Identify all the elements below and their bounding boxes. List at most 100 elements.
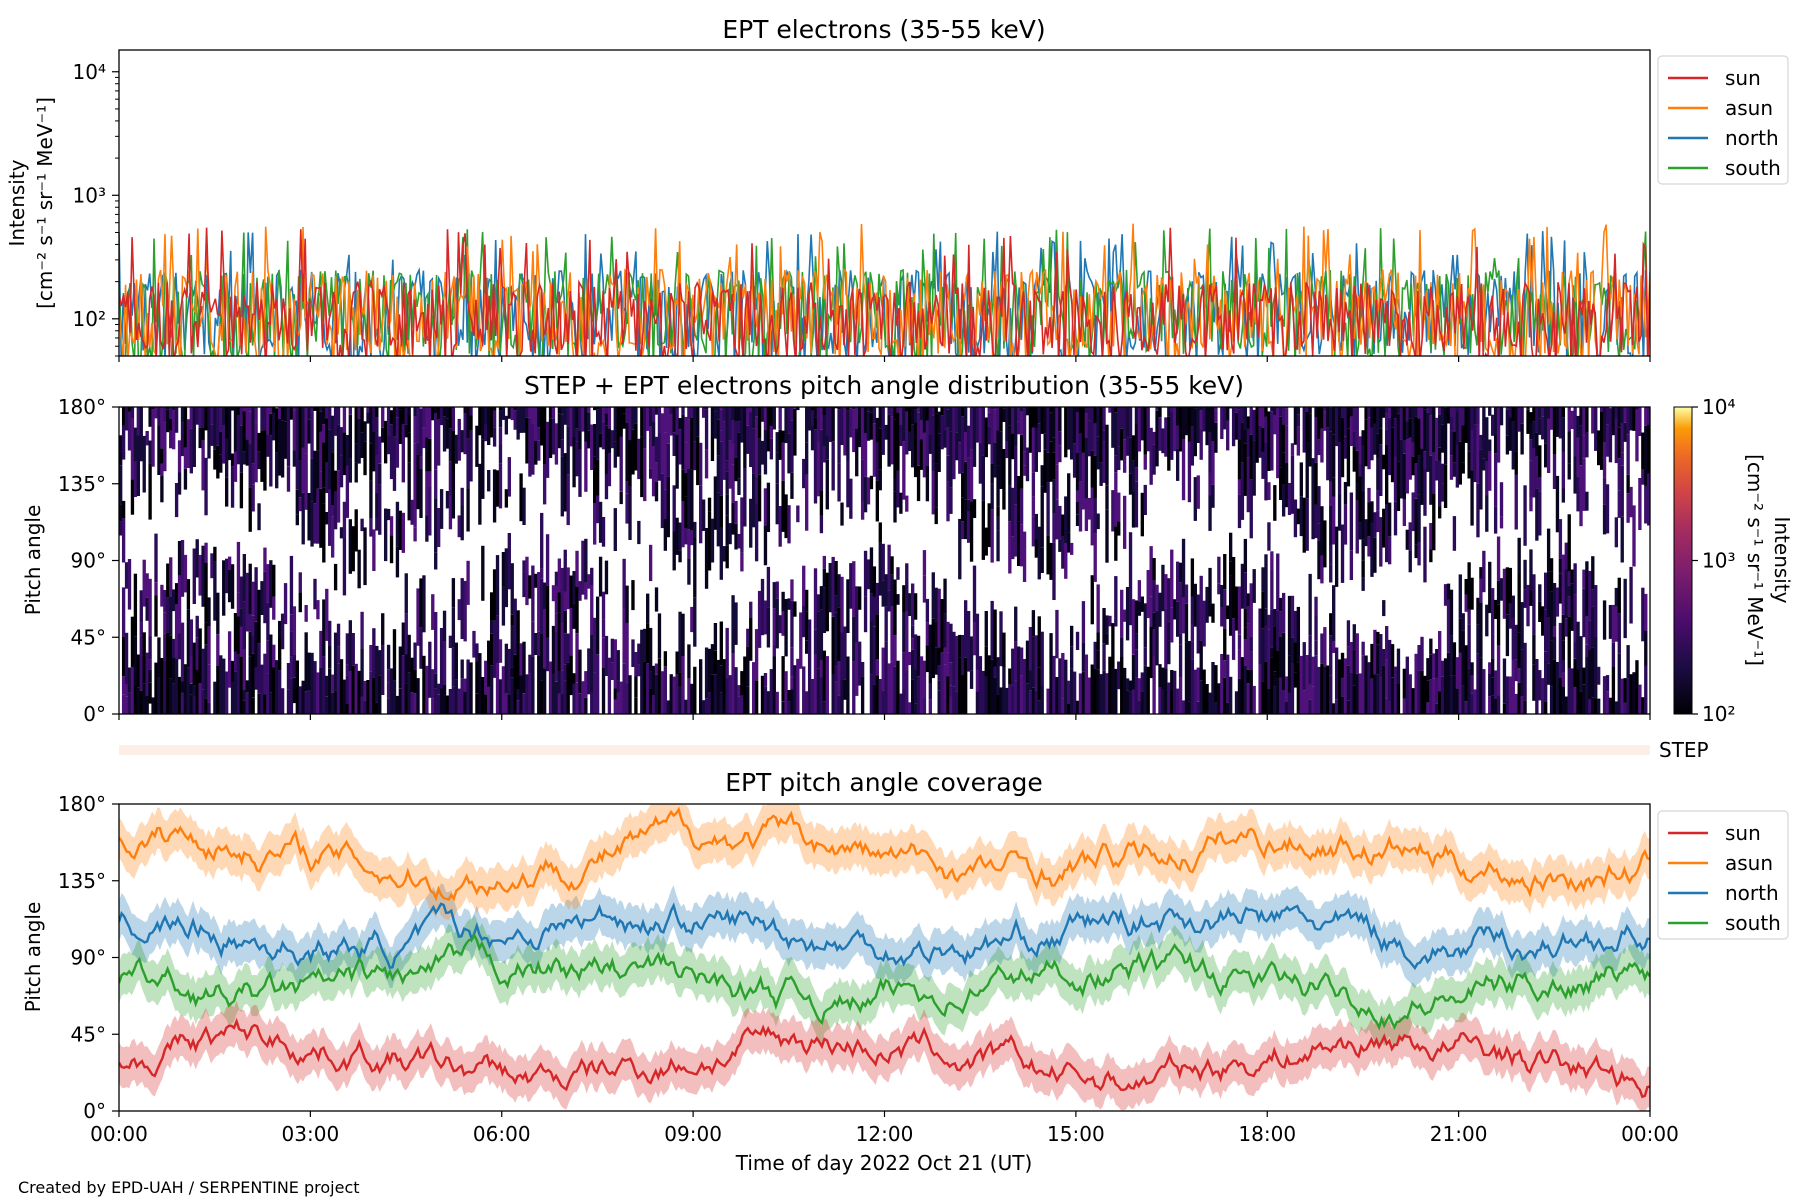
heatmap-cell	[1067, 532, 1071, 553]
heatmap-cell	[1152, 629, 1156, 657]
heatmap-cell	[1296, 414, 1301, 427]
heatmap-cell	[651, 421, 656, 446]
heatmap-cell	[1332, 477, 1336, 497]
heatmap-cell	[492, 410, 497, 428]
heatmap-cell	[822, 568, 827, 588]
heatmap-cell	[442, 407, 447, 417]
heatmap-cell	[207, 407, 211, 459]
heatmap-cell	[637, 643, 641, 665]
heatmap-cell	[913, 634, 918, 670]
heatmap-cell	[1149, 596, 1153, 627]
heatmap-cell	[1417, 407, 1421, 419]
heatmap-cell	[1343, 504, 1348, 545]
heatmap-cell	[1173, 599, 1177, 620]
heatmap-cell	[1022, 407, 1027, 452]
heatmap-cell	[1367, 536, 1371, 557]
heatmap-cell	[1399, 407, 1404, 440]
heatmap-cell	[908, 702, 912, 714]
heatmap-cell	[336, 663, 341, 714]
heatmap-cell	[416, 454, 420, 510]
heatmap-cell	[1423, 409, 1427, 452]
heatmap-cell	[716, 455, 721, 473]
heatmap-cell	[566, 407, 570, 427]
heatmap-cell	[1067, 680, 1071, 704]
heatmap-cell	[1358, 673, 1362, 714]
heatmap-cell	[1211, 484, 1215, 508]
heatmap-cell	[1281, 632, 1286, 690]
heatmap-cell	[1096, 669, 1100, 714]
heatmap-cell	[1273, 626, 1277, 648]
heatmap-cell	[1267, 522, 1271, 551]
heatmap-cell	[678, 686, 682, 714]
heatmap-cell	[407, 634, 411, 673]
heatmap-cell	[734, 667, 738, 714]
heatmap-cell	[1064, 543, 1068, 579]
heatmap-cell	[766, 566, 771, 608]
heatmap-cell	[911, 424, 915, 468]
heatmap-cell	[1602, 477, 1607, 505]
heatmap-cell	[537, 632, 541, 656]
heatmap-cell	[272, 596, 276, 620]
heatmap-cell	[1334, 407, 1339, 447]
heatmap-cell	[1217, 683, 1221, 714]
heatmap-cell	[404, 613, 408, 655]
panel1-series	[119, 223, 1650, 356]
heatmap-cell	[704, 698, 709, 714]
heatmap-cell	[775, 483, 779, 525]
heatmap-cell	[216, 634, 220, 666]
panel2-heatmap	[119, 407, 1650, 714]
heatmap-cell	[1591, 606, 1595, 648]
heatmap-cell	[425, 515, 429, 542]
heatmap-cell	[328, 429, 332, 490]
heatmap-cell	[1411, 442, 1415, 457]
heatmap-cell	[236, 407, 241, 416]
heatmap-cell	[675, 651, 679, 675]
heatmap-cell	[1526, 596, 1530, 627]
heatmap-cell	[148, 463, 152, 520]
heatmap-cell	[369, 443, 373, 481]
heatmap-cell	[710, 518, 715, 563]
heatmap-cell	[1131, 654, 1136, 690]
heatmap-cell	[307, 493, 311, 541]
heatmap-cell	[1046, 407, 1050, 453]
heatmap-cell	[451, 578, 456, 608]
heatmap-cell	[802, 666, 806, 714]
heatmap-cell	[1482, 669, 1486, 685]
heatmap-cell	[1582, 435, 1586, 459]
heatmap-cell	[1429, 638, 1433, 655]
heatmap-cell	[831, 674, 835, 714]
heatmap-cell	[710, 407, 715, 437]
heatmap-cell	[1167, 682, 1171, 714]
heatmap-cell	[805, 640, 809, 654]
heatmap-cell	[616, 407, 620, 457]
heatmap-cell	[1544, 651, 1548, 702]
heatmap-cell	[1078, 433, 1083, 482]
heatmap-cell	[731, 420, 735, 444]
heatmap-cell	[148, 669, 152, 683]
heatmap-cell	[981, 500, 985, 560]
heatmap-cell	[975, 613, 980, 670]
heatmap-cell	[292, 407, 297, 411]
heatmap-cell	[1376, 644, 1380, 675]
heatmap-cell	[1323, 666, 1327, 714]
heatmap-cell	[198, 407, 202, 428]
heatmap-cell	[834, 613, 838, 665]
heatmap-cell	[1579, 465, 1583, 527]
y-tick-label: 10⁴	[73, 60, 106, 84]
heatmap-cell	[834, 681, 838, 714]
heatmap-cell	[593, 424, 597, 457]
heatmap-cell	[1075, 491, 1080, 502]
heatmap-cell	[289, 656, 294, 679]
heatmap-cell	[183, 407, 188, 448]
heatmap-cell	[1402, 453, 1407, 500]
heatmap-cell	[136, 435, 141, 496]
heatmap-cell	[351, 633, 355, 666]
heatmap-cell	[227, 570, 232, 603]
heatmap-cell	[1320, 407, 1324, 429]
heatmap-cell	[272, 407, 276, 413]
heatmap-cell	[1087, 407, 1091, 421]
heatmap-cell	[504, 693, 509, 714]
heatmap-cell	[1146, 666, 1150, 714]
heatmap-cell	[1546, 663, 1551, 685]
heatmap-cell	[913, 703, 918, 714]
